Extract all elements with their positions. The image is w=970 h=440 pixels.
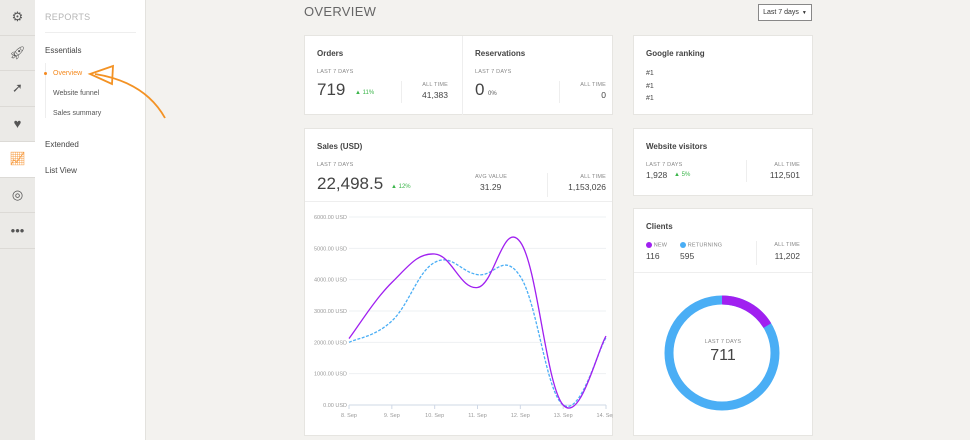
visitors-card: Website visitors LAST 7 DAYS 1,928 ▲ 5% …: [633, 128, 813, 196]
ranking-item: #1: [646, 95, 654, 102]
divider: [756, 241, 757, 265]
divider: [462, 36, 463, 115]
reservations-title: Reservations: [475, 49, 526, 58]
visitors-alltime: 112,501: [769, 170, 800, 180]
clients-card: Clients NEW 116 RETURNING 595 ALL TIME 1…: [633, 208, 813, 436]
more-icon[interactable]: •••: [0, 213, 35, 249]
orders-reservations-card: Orders LAST 7 DAYS 719 ▲ 11% ALL TIME 41…: [304, 35, 613, 115]
sales-period: LAST 7 DAYS: [317, 162, 354, 168]
reservations-period: LAST 7 DAYS: [475, 69, 512, 75]
x-tick-label: 10. Sep: [425, 413, 444, 419]
visitors-period: LAST 7 DAYS: [646, 162, 683, 168]
visitors-value: 1,928: [646, 170, 668, 180]
icon-rail: ⚙ 🚀︎ ➚ ♥ 📈︎ ◎ •••: [0, 0, 35, 440]
sales-alltime-label: ALL TIME: [580, 174, 606, 180]
clients-alltime: 11,202: [774, 251, 800, 261]
new-series-line: [348, 236, 607, 409]
active-dot: [44, 72, 47, 75]
sidebar-item-sales-summary[interactable]: Sales summary: [53, 110, 102, 117]
sidebar-section-list-view[interactable]: List View: [45, 166, 77, 175]
divider: [45, 32, 136, 33]
sidebar-title: REPORTS: [45, 12, 91, 22]
gears-icon[interactable]: ⚙: [0, 0, 35, 36]
ranking-item: #1: [646, 70, 654, 77]
divider: [634, 272, 812, 273]
clients-donut: [664, 295, 780, 411]
sales-line-chart: 0.00 USD 1000.00 USD 2000.00 USD 3000.00 US…: [314, 215, 613, 419]
sales-card: Sales (USD) LAST 7 DAYS 22,498.5 ▲ 12% A…: [304, 128, 613, 436]
orders-alltime-label: ALL TIME: [422, 82, 448, 88]
sales-value: 22,498.5: [317, 174, 384, 193]
y-tick-label: 1000.00 USD: [314, 372, 347, 378]
orders-value: 719: [317, 80, 346, 99]
x-tick-label: 12. Sep: [511, 413, 530, 419]
divider: [45, 63, 46, 118]
orders-change: ▲ 11%: [355, 90, 375, 96]
orders-alltime: 41,383: [422, 90, 448, 100]
annotation-arrow: [87, 64, 166, 119]
reservations-value: 0: [475, 80, 485, 99]
y-tick-label: 3000.00 USD: [314, 309, 347, 315]
returning-value: 595: [680, 251, 695, 261]
sales-title: Sales (USD): [317, 142, 363, 151]
y-tick-label: 2000.00 USD: [314, 340, 347, 346]
reservations-alltime-label: ALL TIME: [580, 82, 606, 88]
target-icon[interactable]: ◎: [0, 178, 35, 213]
divider: [559, 81, 560, 103]
page-title: OVERVIEW: [304, 4, 377, 19]
x-tick-label: 9. Sep: [384, 413, 400, 419]
new-value: 116: [646, 251, 660, 261]
new-dot: [646, 242, 652, 248]
heart-pulse-icon[interactable]: ♥: [0, 107, 35, 142]
y-tick-label: 4000.00 USD: [314, 278, 347, 284]
clients-title: Clients: [646, 222, 673, 231]
orders-period: LAST 7 DAYS: [317, 69, 354, 75]
y-tick-label: 5000.00 USD: [314, 246, 347, 252]
x-tick-label: 14. Sep: [597, 413, 613, 419]
chart-line-icon[interactable]: 📈︎: [0, 142, 35, 178]
clients-alltime-label: ALL TIME: [774, 242, 800, 248]
sidebar-item-website-funnel[interactable]: Website funnel: [53, 90, 100, 97]
x-tick-label: 8. Sep: [341, 413, 357, 419]
returning-series-line: [348, 259, 607, 408]
rocket-icon[interactable]: 🚀︎: [0, 36, 35, 71]
visitors-alltime-label: ALL TIME: [774, 162, 800, 168]
reservations-alltime: 0: [601, 90, 606, 100]
x-tick-label: 11. Sep: [468, 413, 487, 419]
orders-title: Orders: [317, 49, 344, 58]
divider: [305, 201, 612, 202]
donut-center-value: 711: [710, 347, 736, 364]
visitors-change: ▲ 5%: [674, 172, 691, 178]
y-tick-label: 0.00 USD: [323, 403, 347, 409]
sidebar-section-essentials[interactable]: Essentials: [45, 46, 82, 55]
returning-legend: RETURNING: [680, 242, 722, 248]
caret-down-icon: ▼: [801, 9, 807, 16]
x-tick-label: 13. Sep: [554, 413, 573, 419]
avg-label: AVG VALUE: [475, 174, 508, 180]
avg-value: 31.29: [480, 182, 502, 192]
new-arc: [664, 295, 780, 411]
new-legend: NEW: [646, 242, 667, 248]
reservations-change: 0%: [488, 91, 497, 97]
google-ranking-card: Google ranking #1 #1 #1: [633, 35, 813, 115]
ranking-item: #1: [646, 83, 654, 90]
divider: [547, 173, 548, 197]
returning-dot: [680, 242, 686, 248]
visitors-title: Website visitors: [646, 142, 708, 151]
arrow-circle-icon[interactable]: ➚: [0, 71, 35, 107]
sales-change: ▲ 12%: [391, 184, 411, 190]
google-title: Google ranking: [646, 49, 705, 58]
y-tick-label: 6000.00 USD: [314, 215, 347, 221]
donut-center-label: LAST 7 DAYS: [704, 339, 742, 345]
date-range-dropdown[interactable]: Last 7 days ▼: [758, 4, 812, 21]
date-range-value: Last 7 days: [763, 9, 799, 16]
sidebar-section-extended[interactable]: Extended: [45, 140, 79, 149]
divider: [746, 160, 747, 182]
sales-alltime: 1,153,026: [568, 182, 606, 192]
divider: [401, 81, 402, 103]
sidebar-item-overview[interactable]: Overview: [53, 70, 83, 77]
